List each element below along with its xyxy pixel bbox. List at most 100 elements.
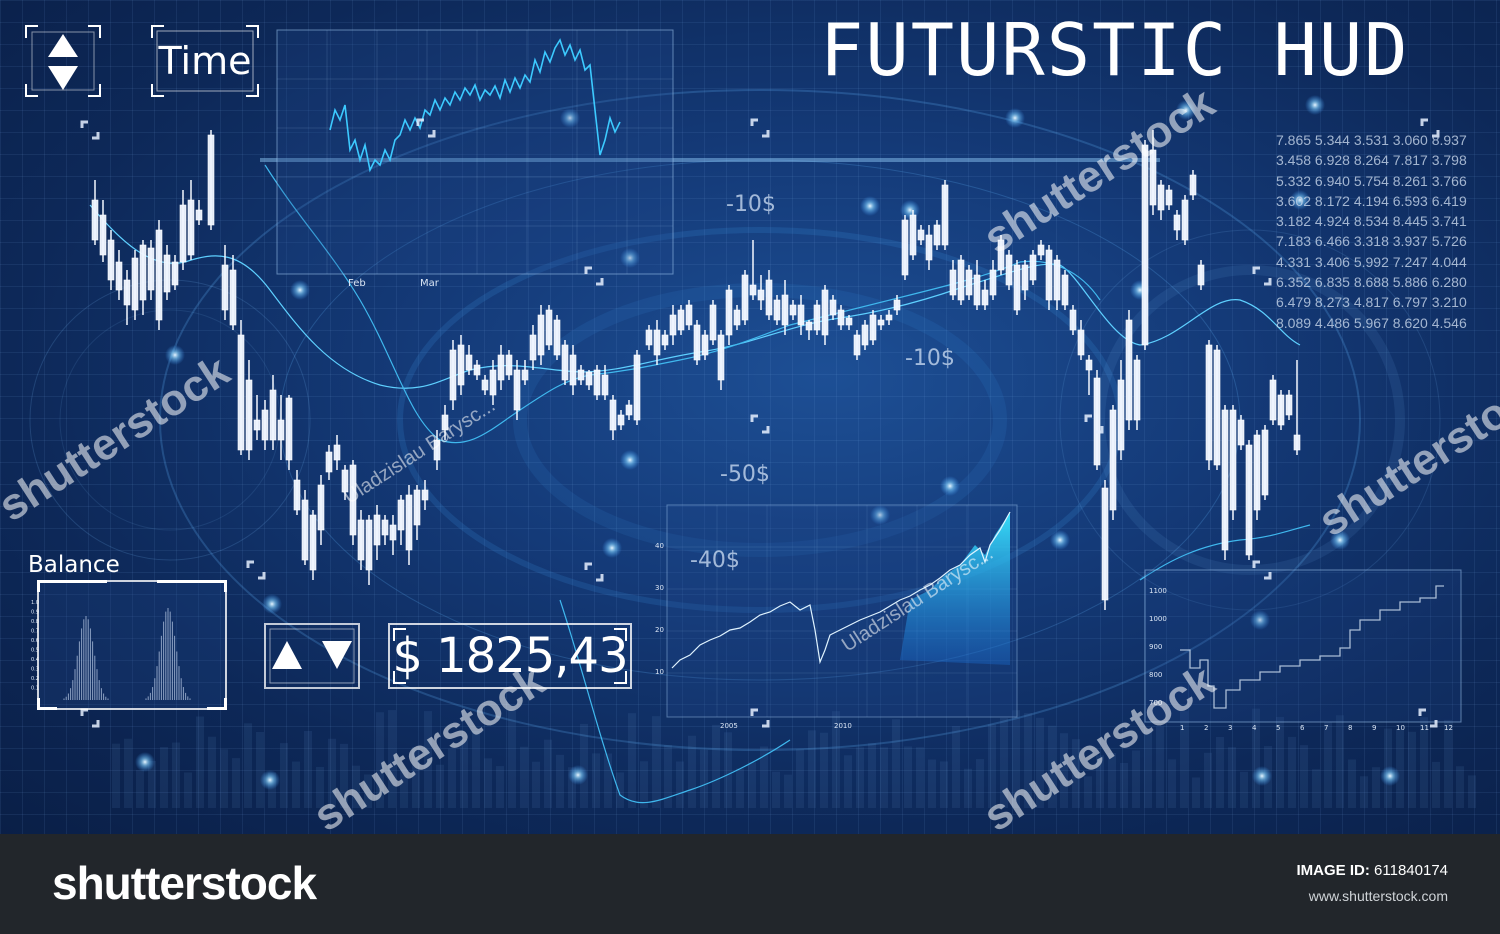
candle-body [950,270,956,295]
candle-body [132,258,138,310]
background-bar [1168,759,1176,808]
balance-label: Balance [28,552,120,578]
candle-body [1014,265,1020,310]
candle-body [602,375,608,395]
background-bar [1324,722,1332,808]
background-bar [208,737,216,808]
candle-body [1070,310,1076,330]
candle-body [390,525,396,540]
square-glyph [752,416,768,432]
candle-body [1230,410,1236,510]
candle-body [734,310,740,325]
candle-body [246,380,252,450]
footer-image-id: IMAGE ID: 611840174 [1297,862,1448,879]
step-x-label: 5 [1276,724,1280,732]
candle-body [466,355,472,370]
candle-body [208,135,214,225]
candle-body [894,300,900,310]
candle-body [1142,145,1148,345]
light-dot [260,770,280,790]
background-bar [244,723,252,808]
candle-body [822,290,828,335]
background-bar [1456,766,1464,808]
step-x-label: 8 [1348,724,1352,732]
candle-body [1158,185,1164,210]
background-bar [628,713,636,808]
area-y-label-10: 10 [655,668,664,676]
light-dot [620,450,640,470]
candle-body [1246,445,1252,555]
background-bar [292,762,300,808]
candle-body [1134,360,1140,420]
candle-body [422,490,428,500]
area-y-label-40: 40 [655,542,664,550]
step-y-label-1000: 1000 [1149,615,1167,623]
candle-body [594,370,600,395]
candle-body [982,290,988,305]
candle-body [782,295,788,325]
footer-logo[interactable]: shutterstock [52,856,316,910]
area-y-label-30: 30 [655,584,664,592]
candle-body [294,480,300,510]
step-x-label: 3 [1228,724,1232,732]
step-x-label: 2 [1204,724,1208,732]
background-bar [928,760,936,808]
numbers-row: 8.089 4.486 5.967 8.620 4.546 [1276,313,1467,333]
candle-body [156,230,162,320]
background-bar [916,747,924,808]
candle-body [188,200,194,255]
candle-body [164,255,170,292]
candle-body [694,325,700,360]
numbers-row: 6.352 6.835 8.688 5.886 6.280 [1276,272,1467,292]
square-glyph [248,562,264,578]
candle-body [830,300,836,315]
candle-body [140,245,146,300]
candle-body [108,240,114,280]
light-dot [1005,108,1025,128]
footer-image-id-value: 611840174 [1374,862,1448,879]
background-bar [1444,720,1452,808]
candle-body [474,365,480,375]
candle-body [570,355,576,385]
candle-body [514,370,520,410]
scroll-arrows-button[interactable] [24,24,102,98]
background-bar [1204,753,1212,808]
candle-body [686,305,692,325]
background-bar [880,747,888,808]
light-dot [1380,766,1400,786]
background-bar [1408,732,1416,808]
time-button[interactable]: Time [150,24,260,98]
step-x-label: 6 [1300,724,1305,732]
candle-body [318,485,324,530]
numbers-row: 7.865 5.344 3.531 3.060 8.937 [1276,130,1467,150]
candle-body [1030,255,1036,280]
mini-chart-top: Feb Mar [277,30,673,289]
step-y-label-800: 800 [1149,671,1162,679]
background-bar [856,747,864,808]
candle-body [562,345,568,380]
step-x-label: 11 [1420,724,1429,732]
candle-body [148,248,154,290]
down-arrow-icon [48,66,78,90]
background-bar [604,753,612,808]
candle-body [974,275,980,305]
candle-body [358,520,364,560]
background-bar [160,747,168,808]
background-bar [1372,767,1380,808]
candle-body [1182,200,1188,240]
light-dot [135,752,155,772]
candle-body [870,315,876,340]
candle-body [254,420,260,430]
price-updown-button[interactable] [264,623,360,689]
numbers-row: 6.479 8.273 4.817 6.797 3.210 [1276,292,1467,312]
footer-url[interactable]: www.shutterstock.com [1309,888,1448,904]
price-label-4: -40$ [690,548,740,573]
background-bar [1240,772,1248,808]
candle-body [1038,245,1044,255]
candle-body [278,420,284,440]
background-bar [796,749,804,808]
candle-body [934,225,940,245]
background-bar [772,772,780,808]
step-y-label-900: 900 [1149,643,1162,651]
background-bar [1432,762,1440,808]
